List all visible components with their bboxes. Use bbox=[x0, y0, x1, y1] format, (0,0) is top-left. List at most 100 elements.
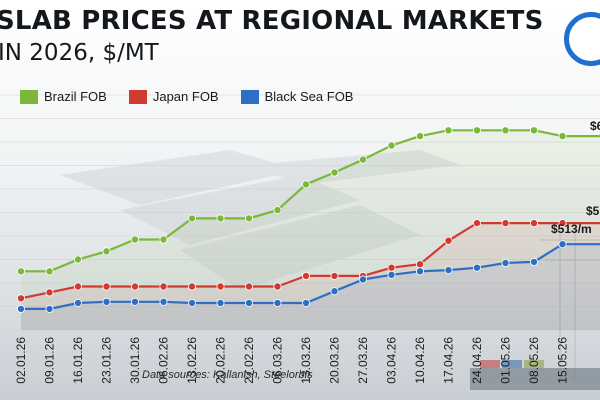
data-point-2-8 bbox=[244, 298, 253, 307]
x-tick-label: 13.03.26 bbox=[299, 337, 313, 384]
data-point-0-9 bbox=[273, 206, 282, 215]
data-point-0-10 bbox=[301, 180, 310, 189]
series-area-2 bbox=[21, 244, 600, 330]
data-point-2-9 bbox=[273, 298, 282, 307]
data-point-0-14 bbox=[415, 132, 424, 141]
x-tick-label: 13.02.26 bbox=[185, 337, 199, 384]
data-point-0-17 bbox=[501, 126, 510, 135]
data-point-0-7 bbox=[216, 214, 225, 223]
x-tick-label: 09.01.26 bbox=[43, 337, 57, 384]
end-label-1: $5 bbox=[586, 204, 600, 218]
data-point-0-19 bbox=[558, 132, 567, 141]
data-point-2-12 bbox=[358, 275, 367, 284]
data-point-1-4 bbox=[130, 282, 139, 291]
legend-swatch-japan bbox=[128, 89, 147, 104]
data-point-0-2 bbox=[74, 255, 83, 264]
legend-label-blacksea: Black Sea FOB bbox=[264, 89, 354, 104]
data-point-0-8 bbox=[244, 214, 253, 223]
x-tick-label: 27.02.26 bbox=[242, 337, 256, 384]
data-point-2-4 bbox=[130, 297, 139, 306]
data-point-2-14 bbox=[415, 267, 424, 276]
data-point-1-19 bbox=[558, 219, 567, 228]
legend: Brazil FOB Japan FOB Black Sea FOB bbox=[20, 89, 375, 104]
data-point-1-16 bbox=[472, 219, 481, 228]
x-tick-label: 17.04.26 bbox=[442, 337, 456, 384]
legend-swatch-blacksea bbox=[240, 89, 259, 104]
x-tick-label: 06.02.26 bbox=[157, 337, 171, 384]
legend-swatch-brazil bbox=[20, 89, 38, 104]
data-point-2-18 bbox=[530, 257, 539, 266]
x-tick-label: 03.04.26 bbox=[385, 337, 399, 384]
title-block: SLAB PRICES AT REGIONAL MARKETS IN 2026,… bbox=[0, 4, 544, 68]
x-tick-label: 01.05.26 bbox=[499, 337, 513, 384]
data-point-2-2 bbox=[74, 298, 83, 307]
legend-item-japan: Japan FOB bbox=[128, 89, 219, 104]
legend-item-brazil: Brazil FOB bbox=[20, 89, 107, 104]
data-point-1-2 bbox=[74, 282, 83, 291]
data-point-1-15 bbox=[444, 236, 453, 245]
data-point-1-5 bbox=[159, 282, 168, 291]
chart-subtitle: IN 2026, $/MT bbox=[0, 40, 159, 66]
data-point-0-16 bbox=[472, 126, 481, 135]
data-point-1-17 bbox=[501, 219, 510, 228]
x-tick-label: 27.03.26 bbox=[356, 337, 370, 384]
data-point-2-5 bbox=[159, 297, 168, 306]
data-point-2-11 bbox=[330, 287, 339, 296]
data-point-1-13 bbox=[387, 263, 396, 272]
data-point-1-6 bbox=[187, 282, 196, 291]
data-point-2-19 bbox=[558, 240, 567, 249]
x-tick-label: 02.01.26 bbox=[14, 337, 28, 384]
data-point-0-0 bbox=[16, 267, 25, 276]
x-tick-label: 30.01.26 bbox=[128, 337, 142, 384]
data-point-0-18 bbox=[530, 126, 539, 135]
data-point-0-4 bbox=[130, 235, 139, 244]
x-tick-label: 10.04.26 bbox=[413, 337, 427, 384]
x-tick-label: 23.01.26 bbox=[100, 337, 114, 384]
data-point-2-13 bbox=[387, 270, 396, 279]
x-tick-label: 20.03.26 bbox=[328, 337, 342, 384]
data-point-1-14 bbox=[415, 260, 424, 269]
series-area-0 bbox=[21, 130, 600, 330]
data-source-note: Data sources: Kallanish, Steelorbis bbox=[142, 369, 313, 381]
x-tick-label: 16.01.26 bbox=[71, 337, 85, 384]
x-tick-label: 24.04.26 bbox=[470, 337, 484, 384]
data-point-0-6 bbox=[187, 214, 196, 223]
data-point-0-15 bbox=[444, 126, 453, 135]
data-point-2-3 bbox=[102, 297, 111, 306]
data-point-2-15 bbox=[444, 266, 453, 275]
data-point-0-5 bbox=[159, 235, 168, 244]
data-point-0-11 bbox=[330, 168, 339, 177]
data-point-2-1 bbox=[45, 304, 54, 313]
data-point-1-7 bbox=[216, 282, 225, 291]
data-point-1-9 bbox=[273, 282, 282, 291]
data-point-2-0 bbox=[16, 304, 25, 313]
data-point-0-1 bbox=[45, 267, 54, 276]
end-label-2: $513/m bbox=[551, 222, 592, 236]
data-point-1-8 bbox=[244, 282, 253, 291]
data-point-2-7 bbox=[216, 298, 225, 307]
data-point-1-3 bbox=[102, 282, 111, 291]
legend-label-japan: Japan FOB bbox=[152, 89, 219, 104]
data-point-0-3 bbox=[102, 247, 111, 256]
data-point-2-16 bbox=[472, 263, 481, 272]
data-point-1-1 bbox=[45, 288, 54, 297]
data-point-2-10 bbox=[301, 298, 310, 307]
data-point-1-10 bbox=[301, 271, 310, 280]
legend-label-brazil: Brazil FOB bbox=[44, 89, 107, 104]
data-point-0-13 bbox=[387, 141, 396, 150]
x-tick-label: 20.02.26 bbox=[214, 337, 228, 384]
brand-logo bbox=[564, 12, 600, 66]
data-point-2-6 bbox=[187, 298, 196, 307]
data-point-1-11 bbox=[330, 271, 339, 280]
data-point-2-17 bbox=[501, 258, 510, 267]
data-point-0-12 bbox=[358, 155, 367, 164]
data-point-1-0 bbox=[16, 294, 25, 303]
x-tick-label: 15.05.26 bbox=[556, 337, 570, 384]
data-point-1-18 bbox=[530, 219, 539, 228]
x-tick-label: 08.05.26 bbox=[527, 337, 541, 384]
x-tick-label: 06.03.26 bbox=[271, 337, 285, 384]
legend-item-blacksea: Black Sea FOB bbox=[240, 89, 354, 104]
end-label-0: $6 bbox=[590, 119, 600, 133]
